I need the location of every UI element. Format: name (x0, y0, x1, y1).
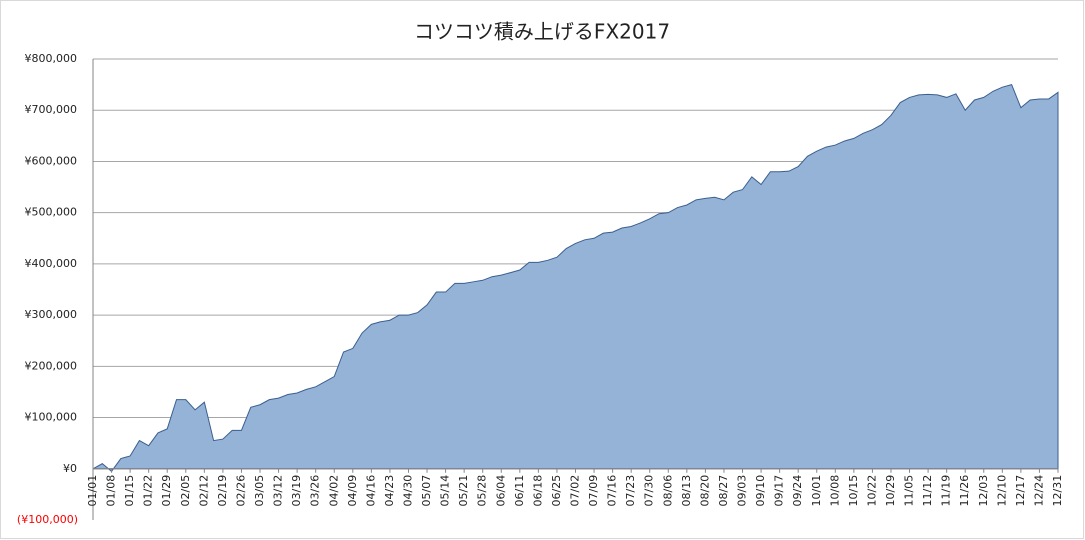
chart-title: コツコツ積み上げるFX2017 (414, 20, 670, 44)
x-tick-label: 01/22 (142, 475, 155, 507)
x-tick-label: 12/10 (995, 475, 1008, 507)
x-tick-label: 05/14 (439, 475, 452, 507)
x-tick-label: 08/06 (661, 475, 674, 507)
x-tick-label: 07/09 (587, 475, 600, 507)
x-tick-label: 11/26 (958, 475, 971, 507)
x-tick-label: 08/20 (698, 475, 711, 507)
x-tick-label: 12/24 (1032, 475, 1045, 507)
x-tick-label: 09/17 (773, 475, 786, 507)
x-tick-label: 11/05 (903, 475, 916, 507)
x-tick-label: 02/05 (179, 475, 192, 507)
x-tick-label: 10/29 (884, 475, 897, 507)
x-tick-label: 09/10 (754, 475, 767, 507)
x-tick-label: 11/19 (940, 475, 953, 507)
x-tick-label: 12/31 (1051, 475, 1064, 507)
x-tick-label: 10/01 (810, 475, 823, 507)
x-tick-label: 05/21 (457, 475, 470, 507)
y-tick-label: ¥0 (63, 462, 77, 475)
y-tick-label: ¥200,000 (25, 359, 78, 372)
x-tick-label: 05/07 (420, 475, 433, 507)
x-tick-label: 06/11 (513, 475, 526, 507)
x-tick-label: 10/15 (847, 475, 860, 507)
x-tick-label: 08/27 (717, 475, 730, 507)
x-tick-label: 01/29 (160, 475, 173, 507)
x-tick-label: 01/15 (123, 475, 136, 507)
x-tick-label: 03/05 (253, 475, 266, 507)
x-tick-label: 07/30 (643, 475, 656, 507)
y-tick-label: ¥700,000 (25, 103, 78, 116)
x-tick-label: 06/25 (550, 475, 563, 507)
x-tick-label: 11/12 (921, 475, 934, 507)
x-tick-label: 07/02 (569, 475, 582, 507)
y-tick-label: ¥600,000 (25, 154, 78, 167)
x-tick-label: 02/12 (197, 475, 210, 507)
x-tick-label: 04/23 (383, 475, 396, 507)
x-tick-label: 03/26 (309, 475, 322, 507)
y-tick-label: (¥100,000) (17, 513, 78, 526)
x-tick-label: 01/08 (105, 475, 118, 507)
x-tick-label: 10/22 (865, 475, 878, 507)
x-tick-label: 06/18 (531, 475, 544, 507)
x-tick-label: 01/01 (86, 475, 99, 507)
x-tick-label: 05/28 (476, 475, 489, 507)
x-tick-label: 04/30 (401, 475, 414, 507)
x-tick-label: 02/19 (216, 475, 229, 507)
x-tick-label: 12/03 (977, 475, 990, 507)
x-tick-label: 07/16 (606, 475, 619, 507)
x-tick-label: 10/08 (828, 475, 841, 507)
x-tick-label: 04/16 (364, 475, 377, 507)
x-tick-label: 04/02 (327, 475, 340, 507)
x-tick-label: 07/23 (624, 475, 637, 507)
y-tick-label: ¥300,000 (25, 308, 78, 321)
x-tick-label: 12/17 (1014, 475, 1027, 507)
x-tick-label: 03/12 (272, 475, 285, 507)
x-tick-label: 02/26 (234, 475, 247, 507)
x-tick-label: 09/24 (791, 475, 804, 507)
x-tick-label: 09/03 (736, 475, 749, 507)
y-tick-label: ¥400,000 (25, 257, 78, 270)
x-tick-label: 08/13 (680, 475, 693, 507)
y-tick-label: ¥500,000 (25, 206, 78, 219)
x-tick-label: 04/09 (346, 475, 359, 507)
y-tick-label: ¥100,000 (25, 411, 78, 424)
x-tick-label: 06/04 (494, 475, 507, 507)
y-tick-label: ¥800,000 (25, 52, 78, 65)
x-tick-label: 03/19 (290, 475, 303, 507)
area (92, 84, 1059, 473)
